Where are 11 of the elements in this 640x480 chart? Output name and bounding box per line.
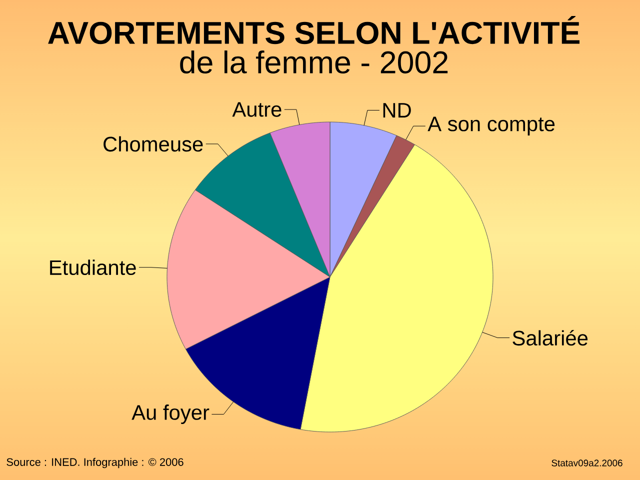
text: Statav09a2.2006 xyxy=(552,460,622,466)
chart-title: AVORTEMENTS SELON L'ACTIVITÉ xyxy=(48,16,580,44)
slice-label: Autre xyxy=(232,102,282,117)
source-note: Source : INED. Infographie : © 2006 xyxy=(6,458,184,468)
slice-label: Au foyer xyxy=(132,404,210,424)
chart-subtitle: de la femme - 2002 xyxy=(180,50,448,74)
slice-label: Chomeuse xyxy=(104,136,203,152)
slice-label: Etudiante xyxy=(50,260,136,276)
slice-label: Salariée xyxy=(512,330,588,346)
slice-label: ND xyxy=(383,103,411,118)
slice-label: A son compte xyxy=(428,116,555,136)
